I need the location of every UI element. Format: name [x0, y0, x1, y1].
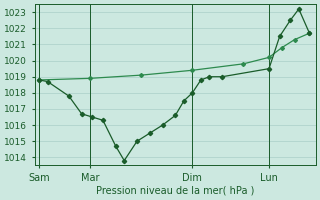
- X-axis label: Pression niveau de la mer( hPa ): Pression niveau de la mer( hPa ): [96, 186, 254, 196]
